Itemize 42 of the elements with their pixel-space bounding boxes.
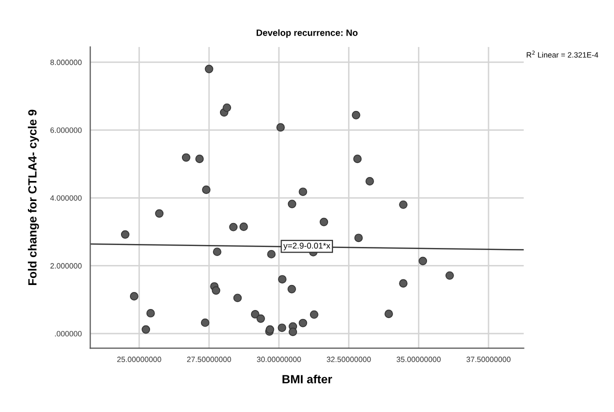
point bbox=[229, 222, 238, 232]
point bbox=[200, 318, 210, 327]
point bbox=[320, 218, 328, 226]
point bbox=[202, 186, 210, 194]
point bbox=[354, 234, 363, 242]
point bbox=[276, 123, 285, 132]
y-axis-title: Fold change for CTLA4- cycle 9 bbox=[28, 110, 39, 285]
point bbox=[146, 308, 155, 318]
annotation: y=2.9-0.01*x bbox=[283, 242, 330, 250]
point bbox=[353, 154, 362, 164]
point bbox=[120, 230, 130, 239]
point bbox=[212, 286, 220, 295]
x-axis-title: BMI after bbox=[282, 374, 332, 384]
point bbox=[142, 325, 150, 334]
point bbox=[352, 110, 360, 120]
point bbox=[239, 222, 248, 231]
point bbox=[250, 310, 260, 318]
point bbox=[399, 200, 408, 209]
point bbox=[384, 310, 393, 318]
point bbox=[278, 275, 286, 284]
point bbox=[288, 328, 298, 336]
point bbox=[155, 209, 164, 218]
point bbox=[310, 310, 318, 319]
point bbox=[399, 279, 408, 288]
point bbox=[204, 64, 214, 74]
point bbox=[195, 154, 204, 164]
point bbox=[222, 103, 232, 112]
point bbox=[256, 314, 265, 323]
point bbox=[212, 248, 222, 256]
point bbox=[288, 200, 296, 208]
point bbox=[267, 250, 276, 258]
point bbox=[366, 177, 374, 186]
point bbox=[182, 153, 190, 162]
point bbox=[298, 318, 308, 328]
point bbox=[418, 256, 428, 266]
point bbox=[278, 324, 286, 332]
point bbox=[288, 284, 296, 294]
point bbox=[233, 294, 242, 302]
point bbox=[130, 292, 138, 300]
chart-title: Develop recurrence: No bbox=[256, 29, 358, 38]
point bbox=[298, 188, 308, 196]
point bbox=[445, 271, 454, 280]
